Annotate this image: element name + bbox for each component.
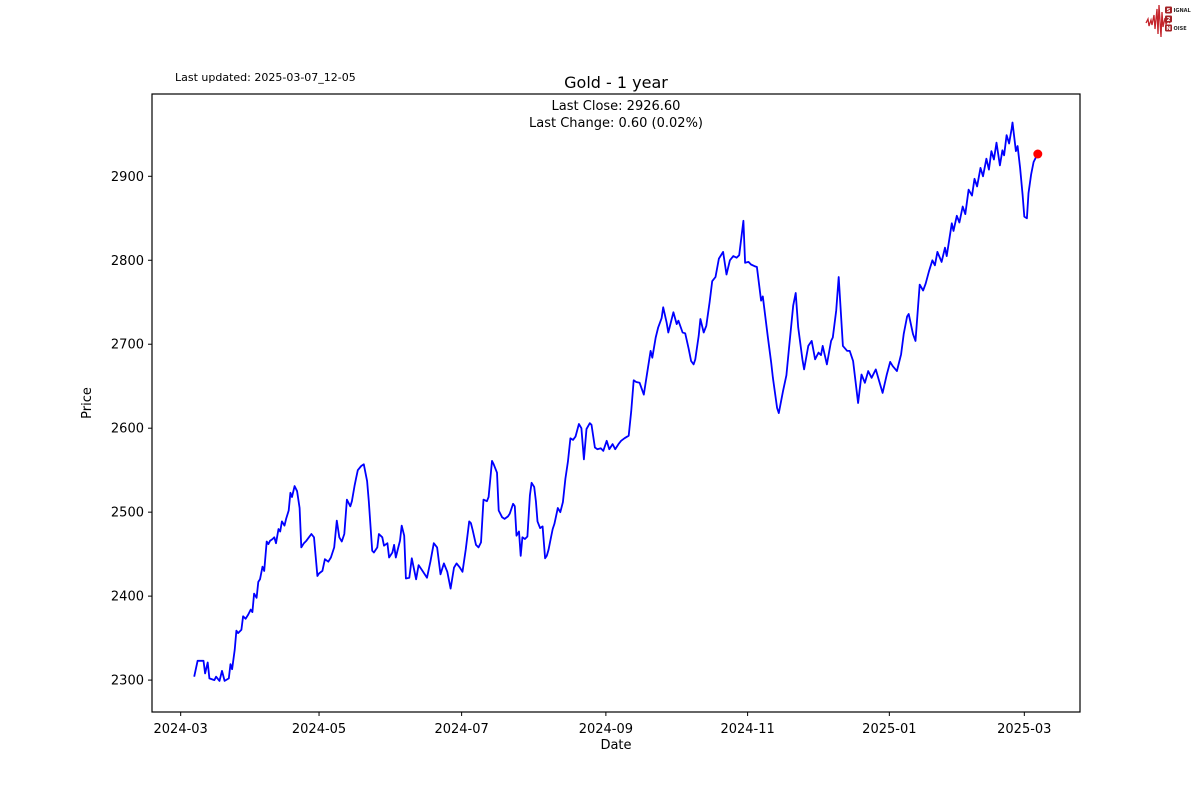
logo-letter-s: S: [1167, 8, 1171, 14]
last-change-text: Last Change: 0.60 (0.02%): [529, 116, 703, 131]
logo-letter-2: 2: [1167, 17, 1171, 23]
x-tick-label: 2024-07: [434, 722, 488, 737]
y-tick-label: 2400: [111, 590, 144, 605]
x-tick-label: 2024-09: [579, 722, 633, 737]
last-updated-text: Last updated: 2025-03-07_12-05: [175, 71, 356, 84]
y-tick-label: 2600: [111, 422, 144, 437]
plot-border: [151, 93, 1081, 713]
x-tick-label: 2024-03: [154, 722, 208, 737]
x-tick-label: 2025-01: [862, 722, 916, 737]
brand-logo: S 2 N IGNAL OISE: [1145, 4, 1192, 38]
logo-text-ignal: IGNAL: [1174, 8, 1192, 14]
price-series: [193, 121, 1043, 682]
logo-badge-s: [1165, 6, 1172, 14]
price-line: [193, 121, 1039, 682]
x-tick-label: 2024-05: [292, 722, 346, 737]
axis-ticks: 2300 2400 2500 2600 2700 2800 2900 2024-03 2024-…: [111, 170, 1052, 737]
chart-title: Gold - 1 year: [564, 73, 668, 92]
y-tick-label: 2800: [111, 254, 144, 269]
y-tick-label: 2500: [111, 506, 144, 521]
y-tick-label: 2700: [111, 338, 144, 353]
x-axis-label: Date: [600, 738, 631, 753]
y-tick-label: 2900: [111, 170, 144, 185]
logo-text-oise: OISE: [1174, 26, 1188, 32]
y-axis-label: Price: [80, 387, 95, 419]
logo-badge-n: [1165, 24, 1172, 32]
last-price-marker: [1033, 149, 1043, 159]
last-close-text: Last Close: 2926.60: [552, 99, 681, 114]
x-tick-label: 2024-11: [720, 722, 774, 737]
x-tick-label: 2025-03: [997, 722, 1051, 737]
y-tick-label: 2300: [111, 674, 144, 689]
logo-letter-n: N: [1166, 26, 1171, 32]
logo-badge-2: [1165, 15, 1172, 23]
